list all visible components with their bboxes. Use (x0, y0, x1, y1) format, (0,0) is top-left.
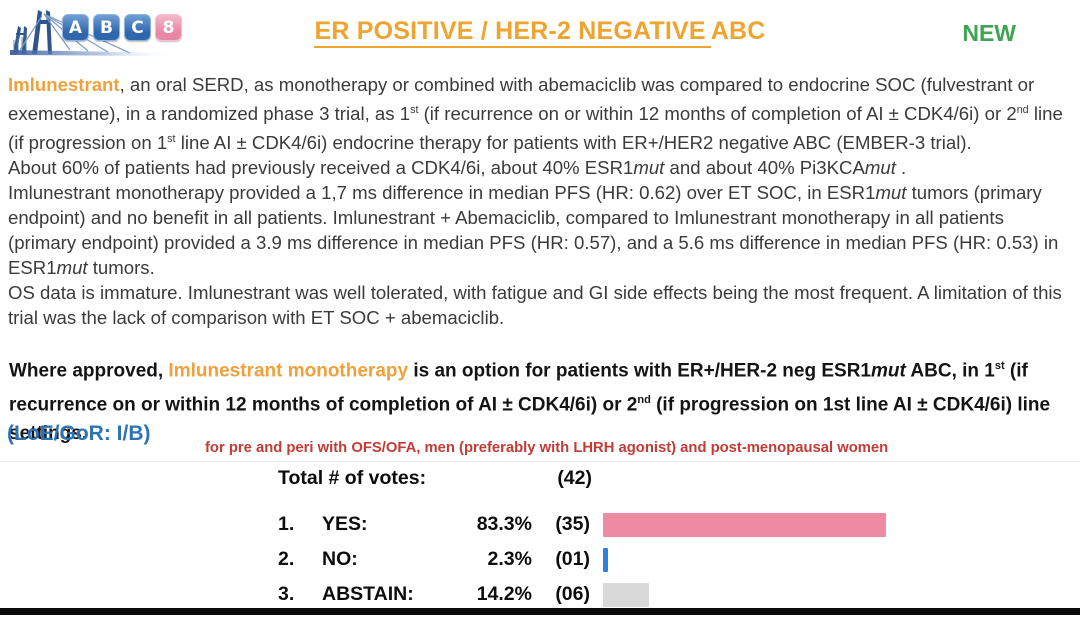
vote-row-number: 1. (278, 513, 295, 535)
voting-results: Total # of votes: (42) 1. YES: 83.3% (35) 2.… (278, 466, 978, 617)
loe-gor-label: (LoE/GoR: I/B) (7, 422, 151, 445)
vote-rows: 1. YES: 83.3% (35) 2. NO: 2.3% (01) 3. ABSTAIN: 14… (278, 512, 978, 607)
section-divider (0, 461, 1080, 462)
vote-row-count: (06) (555, 583, 590, 605)
vote-bar (603, 582, 649, 607)
vote-bar (603, 512, 886, 537)
page-title: ER POSITIVE / HER-2 NEGATIVE ABC (0, 0, 1080, 48)
population-note: for pre and peri with OFS/OFA, men (pref… (205, 440, 889, 456)
logo-tile-b: B (93, 14, 120, 41)
vote-row-label: ABSTAIN: (322, 583, 414, 605)
vote-row-percent: 14.2% (476, 583, 532, 605)
vote-row: 3. ABSTAIN: 14.2% (06) (278, 582, 978, 607)
vote-row: 2. NO: 2.3% (01) (278, 547, 978, 572)
vote-row-percent: 2.3% (487, 548, 532, 570)
vote-row: 1. YES: 83.3% (35) (278, 512, 978, 537)
vote-row-number: 3. (278, 583, 295, 605)
vote-row-count: (35) (555, 513, 590, 535)
recommendation-statement: Where approved, Imlunestrant monotherapy… (9, 360, 1051, 445)
vote-row-label: YES: (322, 513, 368, 535)
page-title-suffix: ABC (710, 17, 766, 45)
video-letterbox-bar (0, 608, 1080, 615)
vote-row-number: 2. (278, 548, 295, 570)
vote-total-label: Total # of votes: (278, 467, 427, 489)
vote-row-label: NO: (322, 548, 358, 570)
vote-total-row: Total # of votes: (42) (278, 466, 978, 491)
logo-tile-8: 8 (155, 14, 182, 41)
logo-tile-a: A (62, 14, 89, 41)
vote-bar (603, 547, 608, 572)
trial-summary-paragraph: Imlunestrant, an oral SERD, as monothera… (8, 74, 1063, 328)
new-badge: NEW (962, 20, 1016, 46)
vote-row-percent: 83.3% (476, 513, 532, 535)
vote-row-count: (01) (555, 548, 590, 570)
logo-tile-c: C (124, 14, 151, 41)
vote-total-count: (42) (557, 467, 592, 489)
page-title-underlined: ER POSITIVE / HER-2 NEGATIVE (314, 17, 711, 48)
